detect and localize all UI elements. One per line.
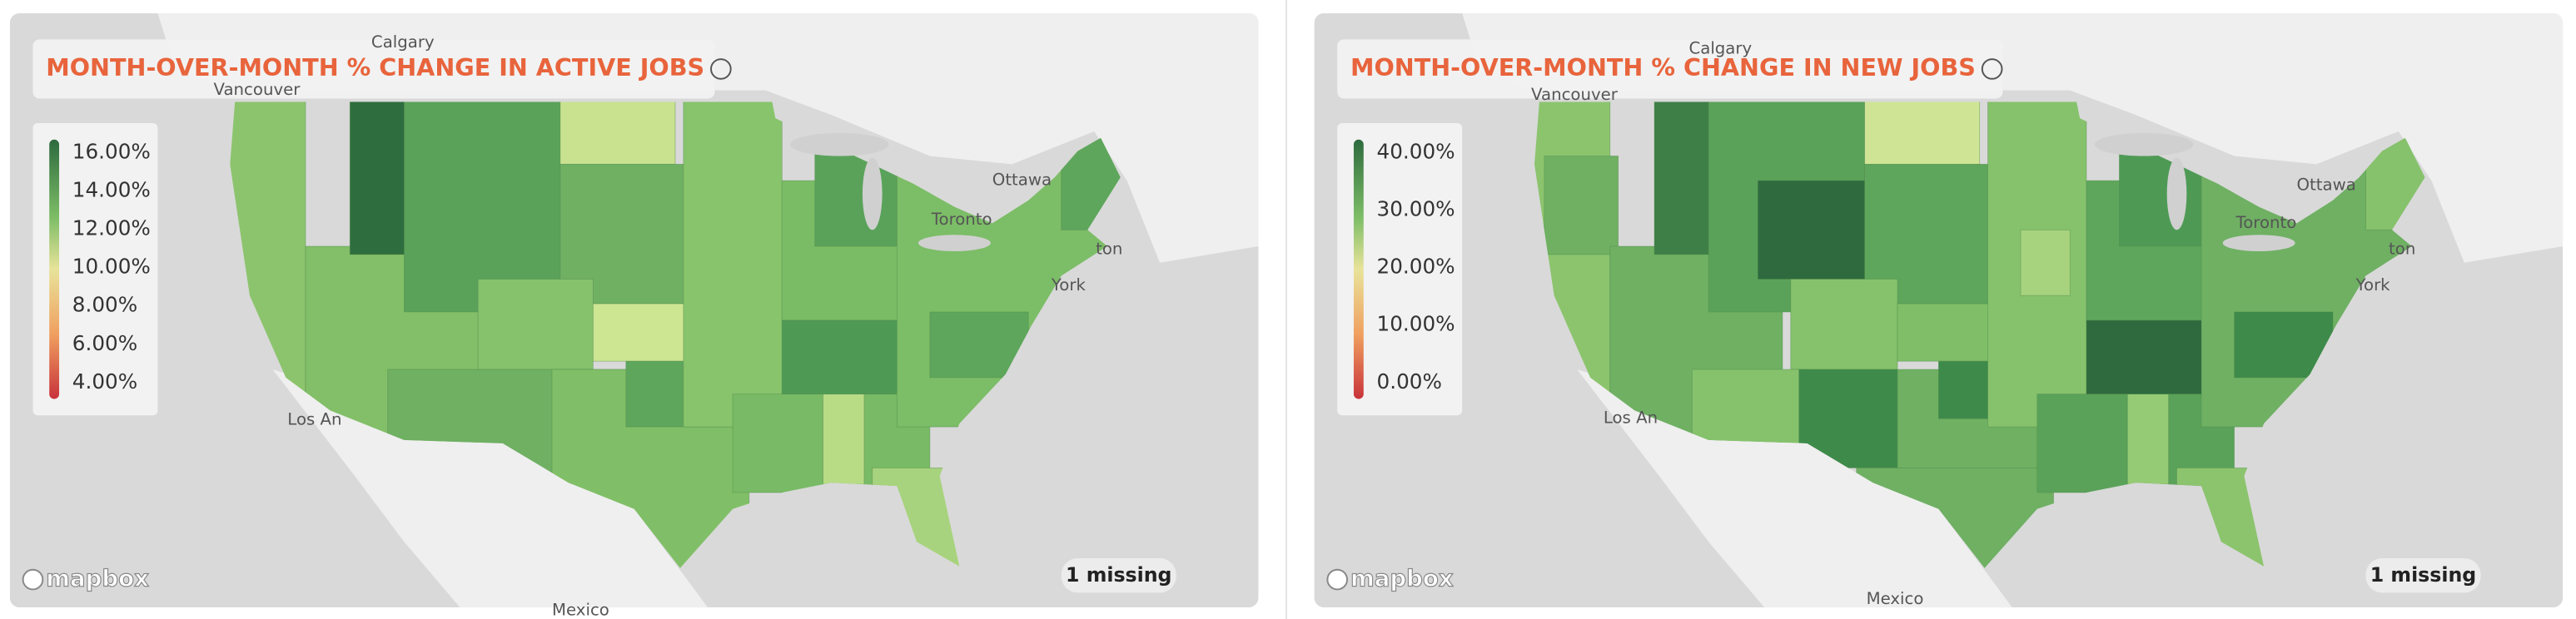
place: Calgary	[1688, 39, 1752, 58]
state	[1864, 102, 1981, 165]
map-title: MONTH-OVER-MONTH % CHANGE IN NEW JOBS	[1350, 53, 1976, 82]
legend-tick-label: 30.00%	[1377, 197, 1455, 221]
lake	[918, 235, 991, 251]
place-labels: Calgary Vancouver Ottawa Toronto Los An …	[214, 32, 1123, 619]
missing-label: 1 missing	[1066, 563, 1172, 587]
missing-badge	[1061, 557, 1176, 593]
place: Ottawa	[992, 171, 1052, 190]
legend-tick-label: 6.00%	[72, 331, 137, 355]
missing-badge	[2365, 557, 2481, 593]
legend-tick-label: 12.00%	[72, 216, 151, 240]
state	[477, 279, 594, 370]
place: Mexico	[1867, 589, 1924, 608]
lake	[790, 132, 889, 156]
place: York	[1051, 275, 1087, 295]
place: Toronto	[931, 210, 992, 229]
state	[1654, 102, 1709, 255]
state	[559, 102, 676, 165]
legend-tick-label: 8.00%	[72, 293, 137, 317]
place: Ottawa	[2297, 176, 2356, 195]
attribution: mapbox	[46, 565, 149, 592]
legend-tick-label: 14.00%	[72, 178, 151, 202]
state	[404, 102, 561, 313]
title-box	[1337, 39, 2003, 99]
legend-ticks: 40.00% 30.00% 20.00% 10.00% 0.00%	[1377, 140, 1455, 394]
place: Mexico	[552, 601, 609, 619]
legend-tick-label: 0.00%	[1377, 369, 1442, 394]
place: ton	[2389, 239, 2415, 258]
map-panel: MONTH-OVER-MONTH % CHANGE IN NEW JOBS 40…	[1314, 12, 2564, 608]
info-icon[interactable]	[1981, 58, 2003, 80]
logo-icon	[1326, 568, 1349, 591]
place: York	[2355, 275, 2391, 295]
place-labels: Calgary Vancouver Ottawa Toronto Los An …	[1531, 39, 2415, 608]
info-icon[interactable]	[710, 58, 732, 80]
place: ton	[1096, 239, 1122, 258]
legend-tick-label: 16.00%	[72, 140, 151, 164]
place: Calgary	[371, 32, 435, 52]
place: Los An	[287, 410, 341, 429]
state	[683, 102, 783, 428]
legend-bar	[49, 139, 60, 399]
legend-tick-label: 40.00%	[1377, 140, 1455, 164]
legend-tick-label: 10.00%	[1377, 312, 1455, 336]
place: Los An	[1604, 409, 1658, 428]
legend-tick-label: 4.00%	[72, 369, 137, 394]
place: Toronto	[2235, 213, 2297, 232]
state	[1757, 180, 1873, 280]
place: Vancouver	[214, 80, 301, 99]
map-title: MONTH-OVER-MONTH % CHANGE IN ACTIVE JOBS	[46, 53, 704, 82]
state	[823, 394, 865, 485]
legend	[1337, 123, 1463, 416]
attribution: mapbox	[1350, 565, 1454, 592]
map-panel: MONTH-OVER-MONTH % CHANGE IN ACTIVE JOBS…	[9, 12, 1259, 619]
state	[1544, 156, 1619, 255]
logo-icon	[22, 568, 44, 591]
lake	[2094, 132, 2194, 156]
lake	[862, 157, 883, 230]
state	[349, 102, 405, 255]
lake	[2222, 235, 2295, 251]
legend	[32, 123, 158, 416]
legend-tick-label: 10.00%	[72, 255, 151, 279]
legend-ticks: 16.00% 14.00% 12.00% 10.00% 8.00% 6.00% 4.00%	[72, 140, 151, 394]
legend-tick-label: 20.00%	[1377, 255, 1455, 279]
place: Vancouver	[1531, 85, 1619, 104]
legend-bar	[1353, 139, 1364, 399]
state	[2126, 394, 2170, 485]
state	[2020, 229, 2071, 296]
missing-label: 1 missing	[2370, 563, 2477, 587]
state	[1790, 279, 1898, 370]
lake	[2166, 157, 2187, 230]
title-box	[32, 39, 715, 99]
